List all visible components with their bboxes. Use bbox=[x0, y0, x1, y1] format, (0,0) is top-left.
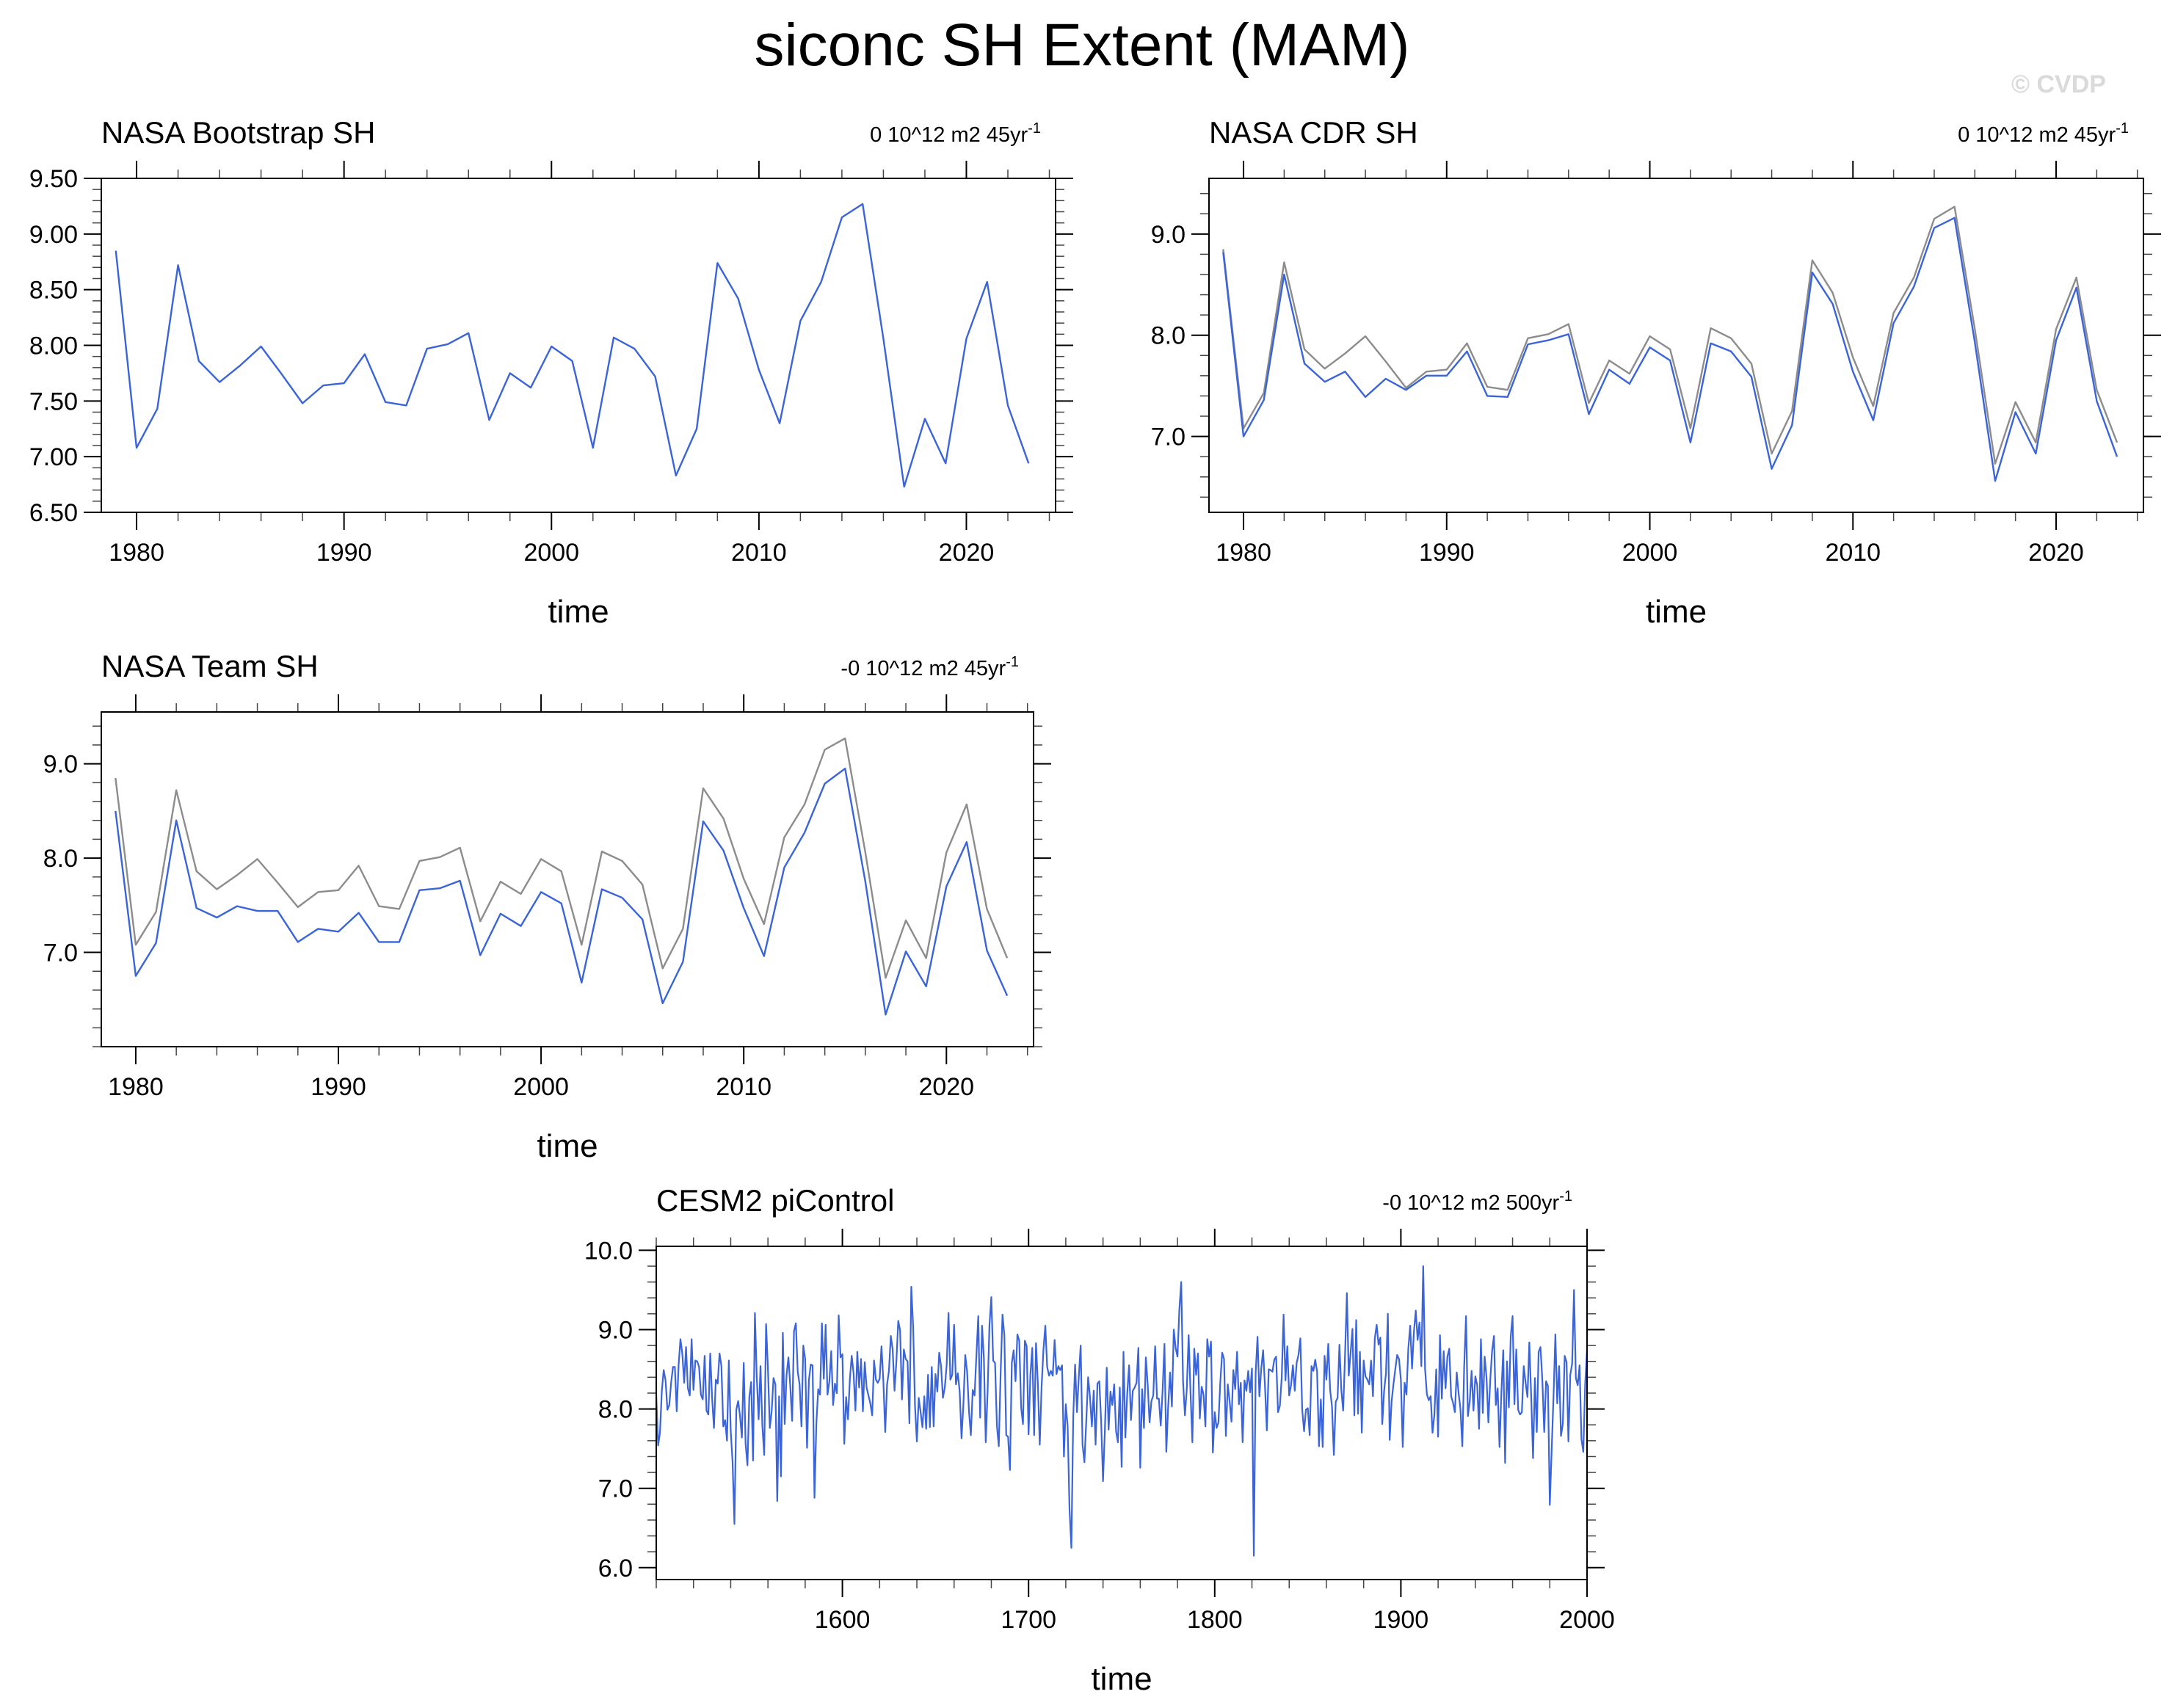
chart-0-frame bbox=[101, 178, 1056, 513]
chart-1-xtick-label: 1990 bbox=[1419, 539, 1475, 567]
chart-3-trend-label: -0 10^12 m2 500yr-1 bbox=[1382, 1188, 1572, 1215]
panel-nasa-team: 7.0 8.0 9.0 1980 1990 2000 2010 2020 NASA Team S… bbox=[43, 649, 1051, 1164]
chart-1-ytick-label: 8.0 bbox=[1151, 322, 1186, 350]
chart-2-series-observed bbox=[115, 767, 1009, 1016]
chart-1-series-reference bbox=[1222, 206, 2118, 465]
chart-1-ytick-label: 9.0 bbox=[1151, 221, 1186, 249]
chart-3-trend-text: -0 10^12 m2 500yr bbox=[1382, 1191, 1559, 1215]
chart-0-trend-text: 0 10^12 m2 45yr bbox=[870, 123, 1028, 147]
panel-nasa-bootstrap: 6.50 7.00 7.50 8.00 8.50 9.00 9.50 1980 1990 2000… bbox=[29, 115, 1073, 630]
panel-nasa-cdr: 7.0 8.0 9.0 1980 1990 2000 2010 2020 NASA CDR SH… bbox=[1151, 115, 2161, 630]
chart-2-frame bbox=[101, 711, 1034, 1047]
chart-3-ytick-label: 9.0 bbox=[598, 1317, 633, 1345]
chart-0-ytick-label: 8.00 bbox=[29, 332, 78, 360]
chart-2-xtick-label: 2000 bbox=[513, 1073, 569, 1101]
chart-3-title: CESM2 piControl bbox=[656, 1183, 894, 1218]
chart-3-series-observed bbox=[656, 1265, 1587, 1557]
chart-2-trend-label: -0 10^12 m2 45yr-1 bbox=[840, 654, 1019, 680]
chart-0-xlabel: time bbox=[548, 594, 609, 630]
chart-1-xtick-label: 2000 bbox=[1622, 539, 1678, 567]
figure-title: siconc SH Extent (MAM) bbox=[754, 12, 1410, 79]
chart-2-series-reference bbox=[115, 737, 1009, 979]
chart-0-xtick-label: 1980 bbox=[109, 539, 164, 567]
watermark: © CVDP bbox=[2011, 70, 2106, 98]
chart-1-xtick-label: 1980 bbox=[1216, 539, 1271, 567]
chart-2-ytick-label: 9.0 bbox=[43, 751, 78, 779]
chart-3-ytick-label: 10.0 bbox=[584, 1237, 633, 1265]
chart-2-xtick-label: 1980 bbox=[108, 1073, 164, 1101]
chart-1-title: NASA CDR SH bbox=[1209, 115, 1418, 150]
chart-0-xtick-label: 2010 bbox=[731, 539, 787, 567]
chart-0-xtick-label: 2020 bbox=[939, 539, 995, 567]
chart-3-frame bbox=[656, 1246, 1588, 1580]
panel-cesm2-picontrol: 6.0 7.0 8.0 9.0 10.0 1600 1700 1800 1900 2000 CESM… bbox=[584, 1183, 1615, 1697]
chart-2-xtick-label: 2010 bbox=[716, 1073, 771, 1101]
chart-0-ytick-label: 9.50 bbox=[29, 165, 78, 193]
chart-1-frame bbox=[1208, 178, 2144, 513]
chart-3-xtick-label: 2000 bbox=[1559, 1606, 1615, 1634]
chart-3-xlabel: time bbox=[1091, 1661, 1152, 1697]
chart-3-trend-superscript: -1 bbox=[1559, 1188, 1572, 1204]
chart-3-xtick-label: 1800 bbox=[1187, 1606, 1243, 1634]
chart-3-ytick-label: 6.0 bbox=[598, 1555, 633, 1582]
chart-2-xlabel: time bbox=[537, 1128, 598, 1164]
chart-2-xtick-label: 1990 bbox=[311, 1073, 366, 1101]
chart-0-ytick-label: 8.50 bbox=[29, 277, 78, 305]
chart-1-trend-superscript: -1 bbox=[2116, 120, 2129, 137]
chart-2-trend-text: -0 10^12 m2 45yr bbox=[840, 657, 1006, 680]
chart-0-ytick-label: 6.50 bbox=[29, 499, 78, 527]
chart-1-trend-text: 0 10^12 m2 45yr bbox=[1958, 123, 2116, 147]
chart-2-title: NASA Team SH bbox=[101, 649, 319, 683]
chart-0-ytick-label: 7.00 bbox=[29, 443, 78, 471]
chart-1-ytick-label: 7.0 bbox=[1151, 424, 1186, 451]
chart-0-title: NASA Bootstrap SH bbox=[101, 115, 376, 150]
chart-2-ytick-label: 8.0 bbox=[43, 845, 78, 873]
chart-0-trend-label: 0 10^12 m2 45yr-1 bbox=[870, 120, 1041, 147]
chart-0-trend-superscript: -1 bbox=[1028, 120, 1041, 137]
chart-1-xtick-label: 2010 bbox=[1825, 539, 1881, 567]
chart-0-ytick-label: 7.50 bbox=[29, 388, 78, 415]
chart-1-xtick-label: 2020 bbox=[2028, 539, 2084, 567]
chart-1-series-observed bbox=[1222, 217, 2118, 482]
chart-3-ytick-label: 7.0 bbox=[598, 1475, 633, 1503]
chart-0-xtick-label: 2000 bbox=[523, 539, 579, 567]
chart-3-xtick-label: 1700 bbox=[1001, 1606, 1056, 1634]
chart-1-trend-label: 0 10^12 m2 45yr-1 bbox=[1958, 120, 2129, 147]
chart-1-xlabel: time bbox=[1646, 594, 1707, 630]
chart-3-xtick-label: 1900 bbox=[1373, 1606, 1429, 1634]
chart-0-ytick-label: 9.00 bbox=[29, 221, 78, 249]
chart-2-xtick-label: 2020 bbox=[918, 1073, 974, 1101]
chart-0-series-observed bbox=[115, 203, 1030, 488]
chart-3-ytick-label: 8.0 bbox=[598, 1396, 633, 1424]
chart-3-xtick-label: 1600 bbox=[815, 1606, 871, 1634]
chart-2-ytick-label: 7.0 bbox=[43, 940, 78, 967]
chart-2-trend-superscript: -1 bbox=[1006, 654, 1019, 670]
chart-0-xtick-label: 1990 bbox=[316, 539, 372, 567]
